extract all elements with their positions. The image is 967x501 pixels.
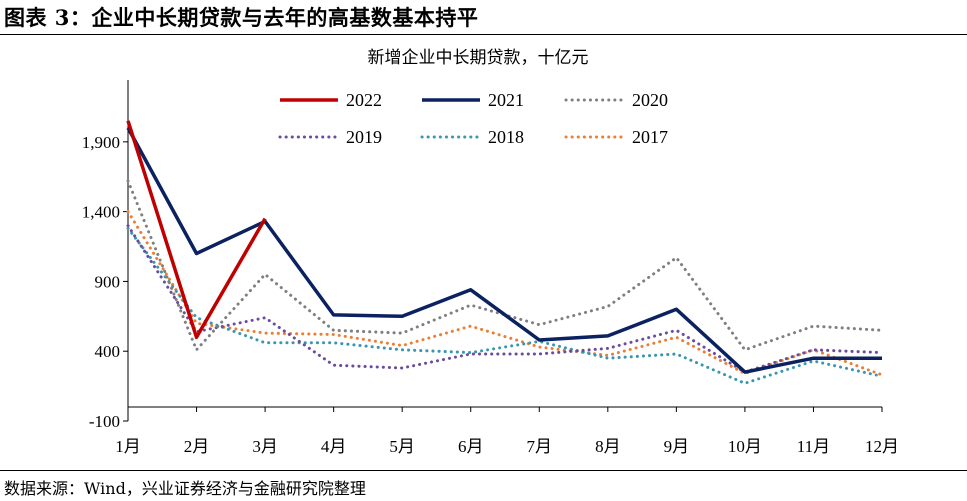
- top-rule: [0, 34, 967, 35]
- bottom-rule: [0, 470, 967, 471]
- x-tick-label: 7月: [527, 437, 553, 456]
- x-tick-label: 12月: [865, 437, 899, 456]
- legend-label-2021: 2021: [488, 90, 524, 110]
- x-tick-label: 5月: [389, 437, 415, 456]
- x-tick-label: 10月: [728, 437, 762, 456]
- x-tick-label: 3月: [252, 437, 278, 456]
- legend-label-2018: 2018: [488, 127, 524, 147]
- legend-label-2022: 2022: [346, 90, 382, 110]
- y-tick-label: 1,900: [82, 133, 120, 152]
- axes: -100 400 900 1,400 1,900 1月 2月 3月 4月 5月 6月 7月 8月 9月 10…: [82, 80, 899, 456]
- series-layer: [126, 120, 884, 385]
- y-tick-label: -100: [89, 412, 120, 431]
- y-tick-label: 900: [95, 272, 121, 291]
- legend-label-2020: 2020: [632, 90, 668, 110]
- x-tick-label: 4月: [321, 437, 347, 456]
- legend-label-2019: 2019: [346, 127, 382, 147]
- series-line-2017: [126, 210, 884, 377]
- legend: 2022 2021 2020 2019 2018 2017: [278, 90, 668, 147]
- figure-title: 图表 3：企业中长期贷款与去年的高基数基本持平: [4, 5, 479, 30]
- series-line-2022: [126, 120, 267, 340]
- x-tick-label: 11月: [797, 437, 830, 456]
- legend-label-2017: 2017: [632, 127, 668, 147]
- y-tick-label: 400: [95, 342, 121, 361]
- x-tick-label: 2月: [184, 437, 210, 456]
- source-note: 数据来源：Wind，兴业证券经济与金融研究院整理: [4, 479, 366, 498]
- series-line-2020: [126, 179, 884, 352]
- x-tick-label: 9月: [664, 437, 690, 456]
- series-line-2021: [126, 127, 882, 374]
- x-tick-label: 6月: [458, 437, 484, 456]
- x-tick-label: 1月: [115, 437, 141, 456]
- series-line-2018: [126, 226, 884, 385]
- chart-title: 新增企业中长期贷款，十亿元: [368, 48, 589, 68]
- y-tick-label: 1,400: [82, 203, 120, 222]
- x-tick-label: 8月: [595, 437, 621, 456]
